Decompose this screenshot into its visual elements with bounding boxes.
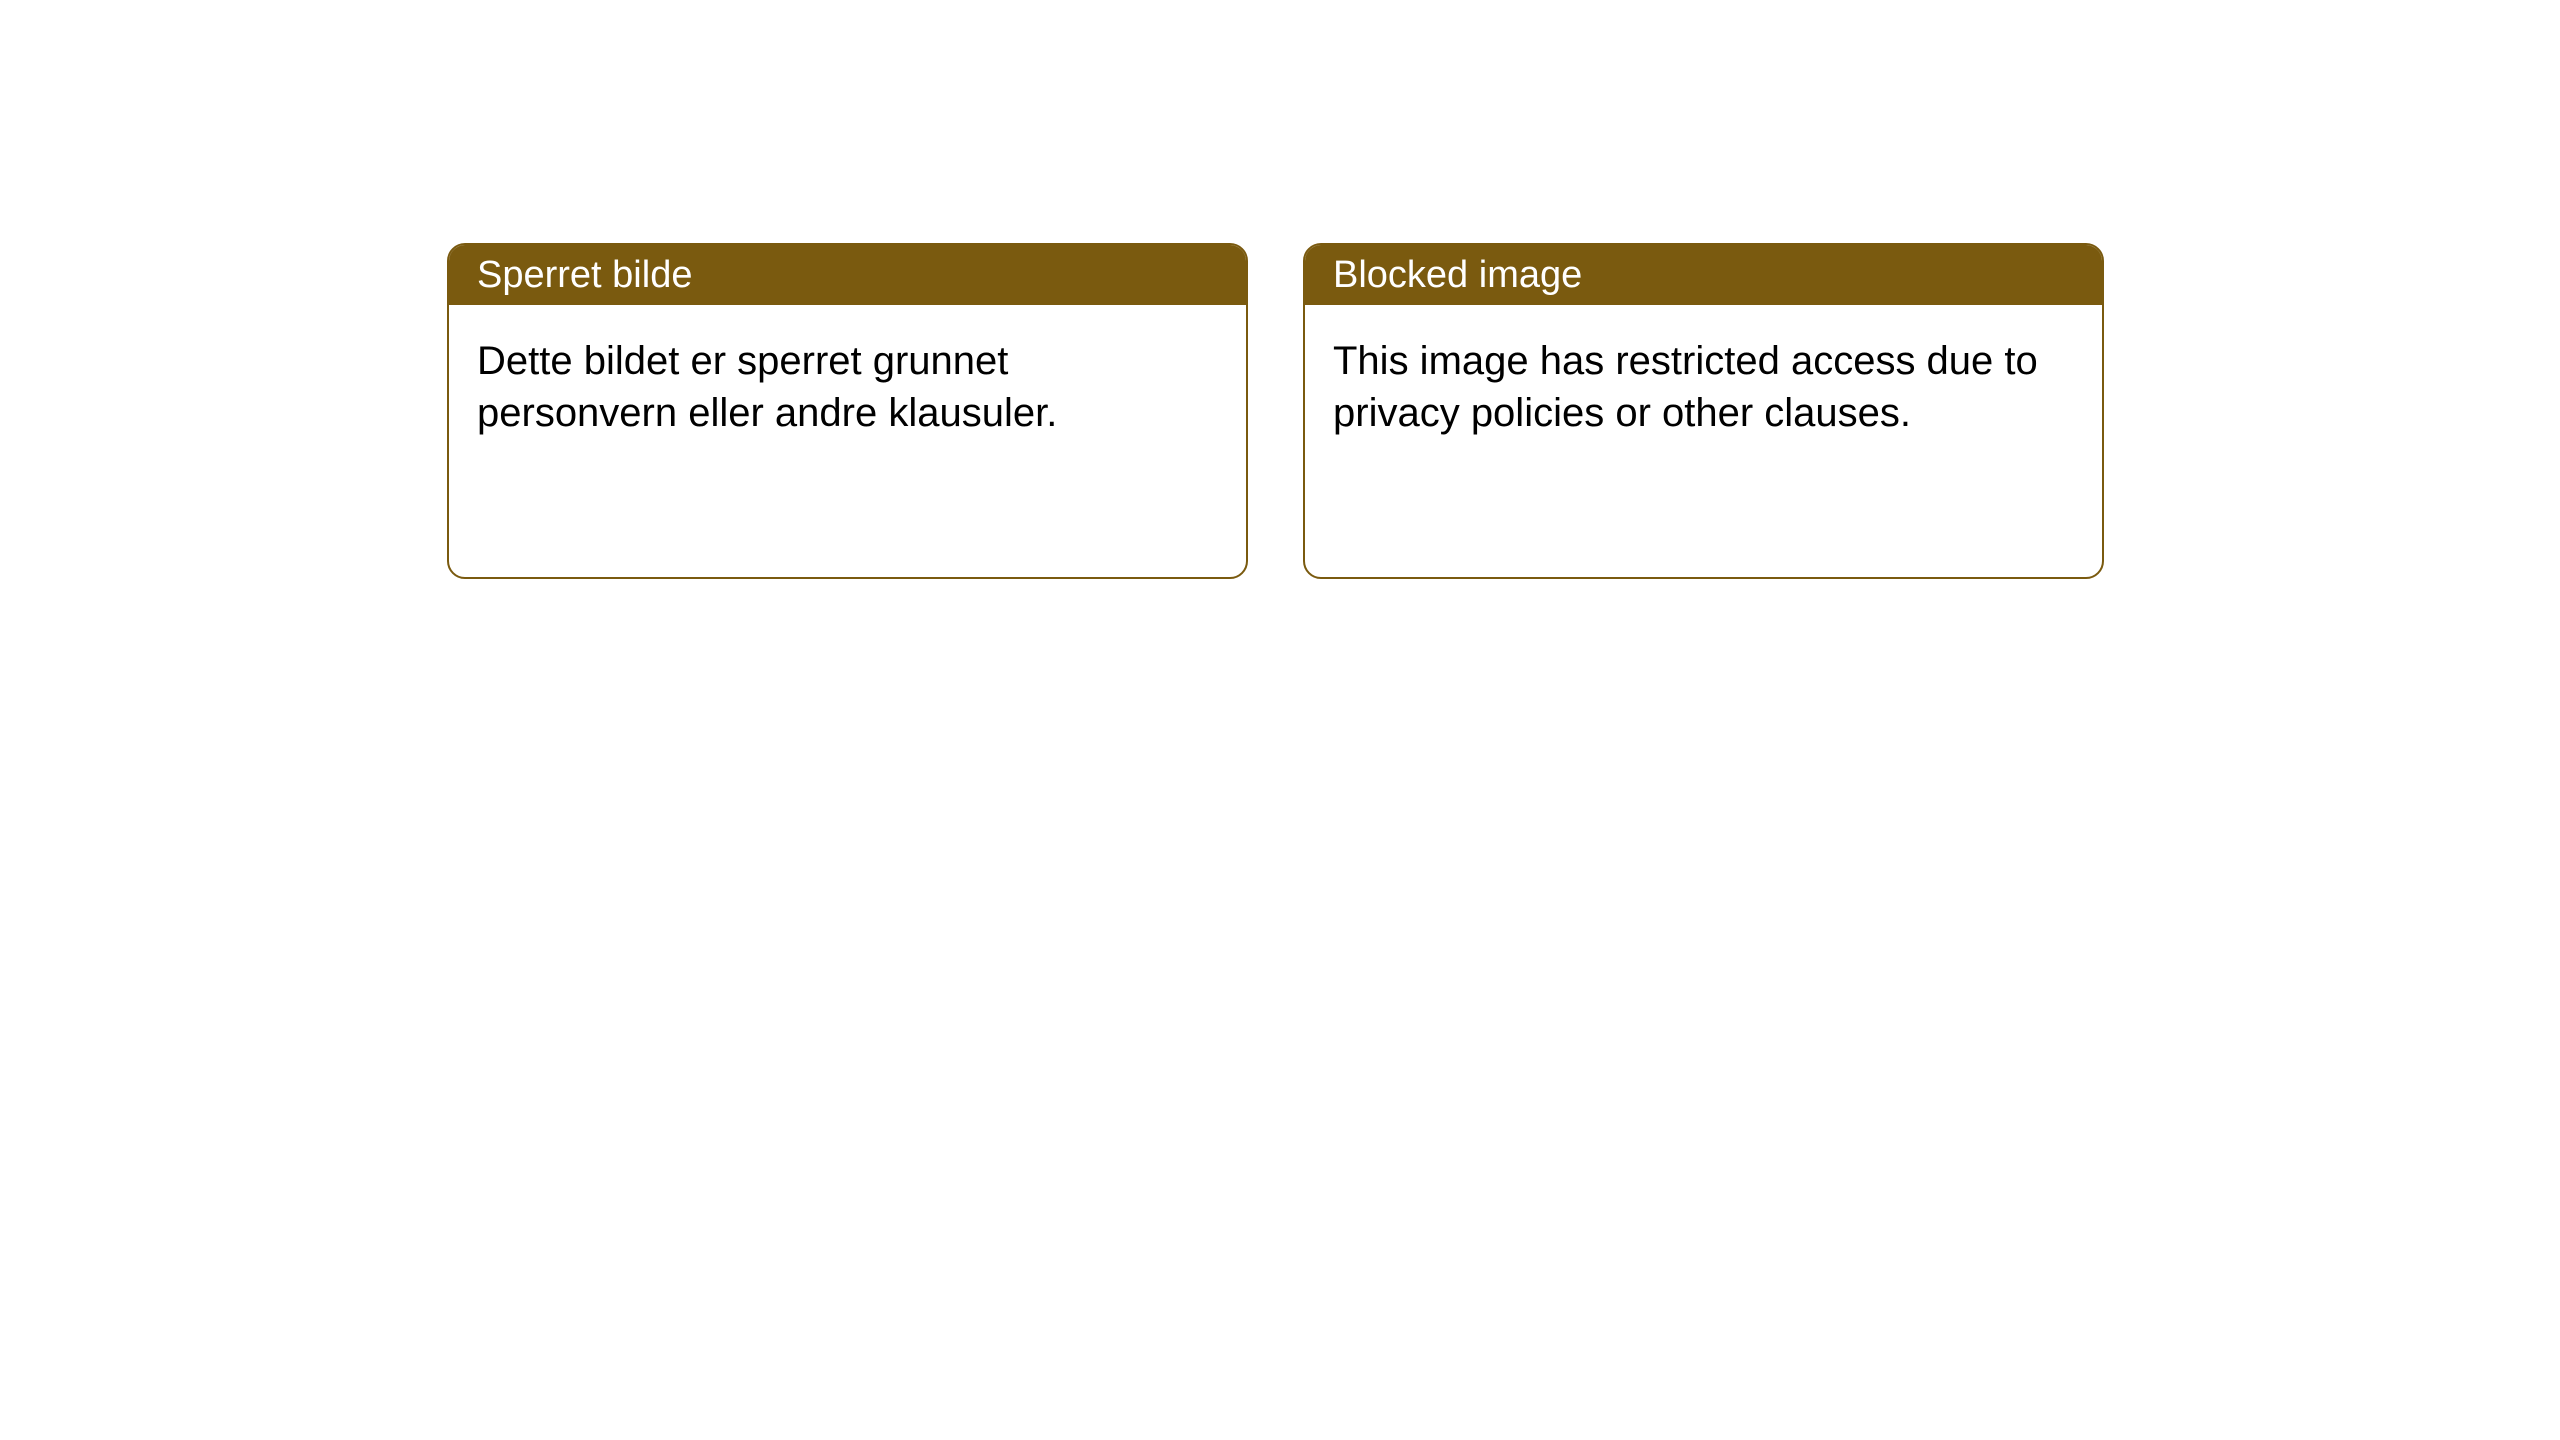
blocked-image-panel-norwegian: Sperret bilde Dette bildet er sperret gr…	[447, 243, 1248, 579]
panel-message-norwegian: Dette bildet er sperret grunnet personve…	[477, 339, 1057, 435]
blocked-image-panels: Sperret bilde Dette bildet er sperret gr…	[447, 243, 2104, 579]
blocked-image-panel-english: Blocked image This image has restricted …	[1303, 243, 2104, 579]
panel-body-english: This image has restricted access due to …	[1305, 305, 2102, 469]
panel-body-norwegian: Dette bildet er sperret grunnet personve…	[449, 305, 1246, 469]
panel-title-english: Blocked image	[1333, 254, 1582, 297]
panel-title-norwegian: Sperret bilde	[477, 254, 692, 297]
panel-header-english: Blocked image	[1305, 245, 2102, 305]
panel-header-norwegian: Sperret bilde	[449, 245, 1246, 305]
panel-message-english: This image has restricted access due to …	[1333, 339, 2038, 435]
